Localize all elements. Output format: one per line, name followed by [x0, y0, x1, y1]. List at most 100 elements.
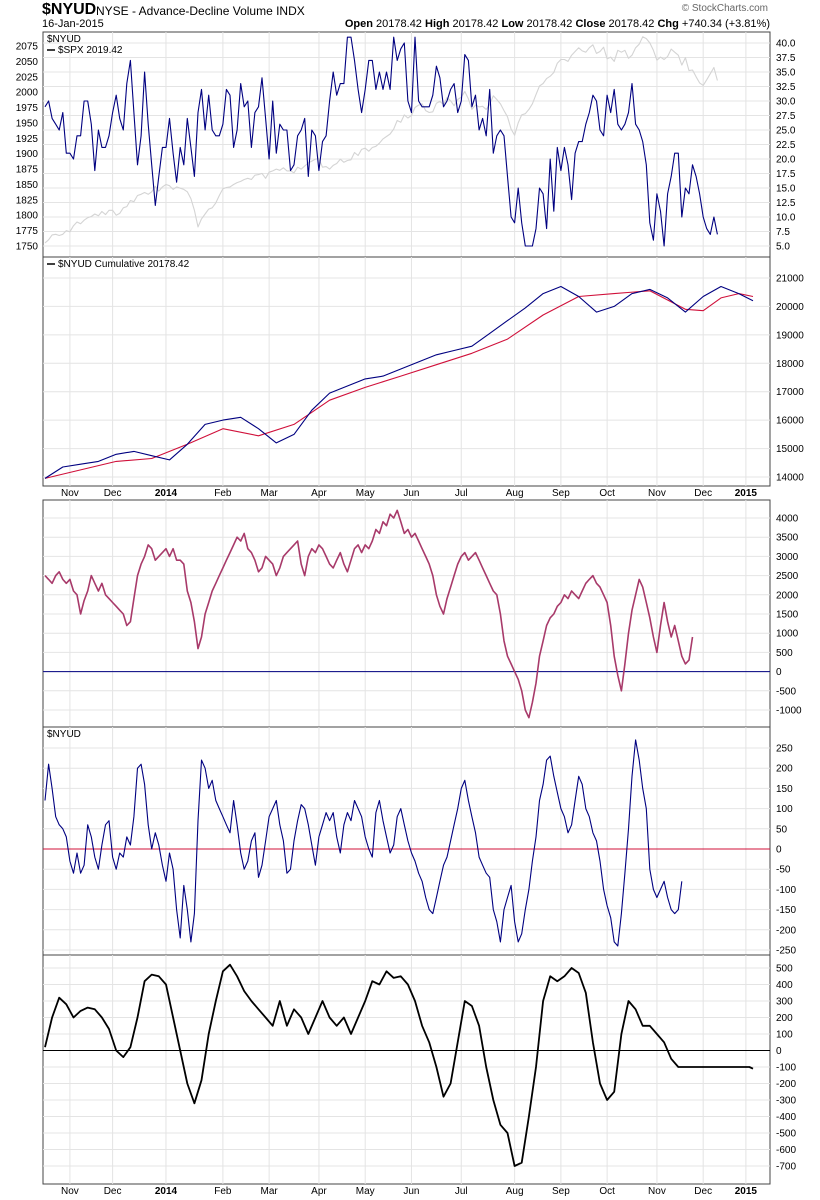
right-tick-label: 15.0 — [776, 184, 796, 195]
series-line--nyud-cumulative — [44, 285, 754, 479]
right-tick-label: 40.0 — [776, 39, 796, 50]
close-value: 20178.42 — [608, 18, 655, 30]
right-tick-label: 14000 — [776, 473, 804, 484]
x-tick-label: 2014 — [155, 488, 178, 499]
right-tick-label: -500 — [776, 1129, 796, 1140]
right-tick-label: 16000 — [776, 416, 804, 427]
x-tick-label: Nov — [648, 1186, 666, 1197]
right-tick-label: 30.0 — [776, 97, 796, 108]
x-tick-label: 2015 — [735, 1186, 758, 1197]
legend-label: $NYUD — [47, 34, 81, 45]
x-tick-label: Apr — [311, 1186, 327, 1197]
right-tick-label: -300 — [776, 1096, 796, 1107]
right-tick-label: 250 — [776, 744, 793, 755]
close-label: Close — [575, 18, 606, 30]
ohlc-readout: Open 20178.42 High 20178.42 Low 20178.42… — [345, 18, 770, 30]
x-tick-label: Feb — [214, 1186, 232, 1197]
right-tick-label: -100 — [776, 1063, 796, 1074]
x-tick-label: Dec — [104, 1186, 122, 1197]
left-tick-label: 2025 — [16, 72, 39, 83]
series-line-ma — [44, 290, 754, 479]
right-tick-label: 2000 — [776, 590, 799, 601]
right-tick-label: 17.5 — [776, 169, 796, 180]
right-tick-label: -1000 — [776, 706, 802, 717]
left-tick-label: 2075 — [16, 42, 39, 53]
right-tick-label: -200 — [776, 925, 796, 936]
high-value: 20178.42 — [452, 18, 499, 30]
x-tick-label: Dec — [694, 488, 712, 499]
right-tick-label: 32.5 — [776, 82, 796, 93]
right-tick-label: 20.0 — [776, 155, 796, 166]
left-tick-label: 1875 — [16, 165, 39, 176]
right-tick-label: 100 — [776, 804, 793, 815]
symbol-description: NYSE - Advance-Decline Volume INDX — [96, 4, 305, 18]
x-tick-label: Nov — [61, 1186, 79, 1197]
x-tick-label: Jul — [455, 1186, 468, 1197]
right-tick-label: 10.0 — [776, 213, 796, 224]
x-tick-label: Aug — [506, 1186, 524, 1197]
x-tick-label: Nov — [648, 488, 666, 499]
x-tick-label: Sep — [552, 1186, 570, 1197]
right-tick-label: -250 — [776, 946, 796, 957]
chart-date: 16-Jan-2015 — [42, 18, 104, 30]
x-tick-label: Nov — [61, 488, 79, 499]
chg-value: +740.34 (+3.81%) — [681, 18, 770, 30]
right-tick-label: 300 — [776, 997, 793, 1008]
series-line--nyud — [44, 739, 683, 947]
right-tick-label: 3500 — [776, 533, 799, 544]
open-label: Open — [344, 18, 373, 30]
x-tick-label: Jun — [403, 1186, 419, 1197]
left-tick-label: 2050 — [16, 57, 39, 68]
right-tick-label: 35.0 — [776, 68, 796, 79]
left-tick-label: 1775 — [16, 226, 39, 237]
series-line--nyud — [44, 36, 718, 247]
right-tick-label: 20000 — [776, 302, 804, 313]
right-tick-label: 12.5 — [776, 198, 796, 209]
x-tick-label: Aug — [506, 488, 524, 499]
x-tick-label: 2015 — [735, 488, 758, 499]
x-tick-label: Dec — [694, 1186, 712, 1197]
right-tick-label: 1000 — [776, 629, 799, 640]
chart-header: $NYUD NYSE - Advance-Decline Volume INDX… — [0, 0, 820, 32]
right-tick-label: -200 — [776, 1079, 796, 1090]
left-tick-label: 1900 — [16, 149, 39, 160]
x-tick-label: 2014 — [155, 1186, 178, 1197]
panel-frame — [42, 954, 771, 1185]
right-tick-label: 7.5 — [776, 227, 790, 238]
right-tick-label: 27.5 — [776, 111, 796, 122]
x-tick-label: May — [356, 488, 375, 499]
x-tick-label: May — [356, 1186, 375, 1197]
right-tick-label: 4000 — [776, 514, 799, 525]
x-tick-label: Jul — [455, 488, 468, 499]
right-tick-label: -500 — [776, 686, 796, 697]
right-tick-label: 25.0 — [776, 126, 796, 137]
left-tick-label: 1750 — [16, 242, 39, 253]
right-tick-label: 150 — [776, 784, 793, 795]
x-tick-label: Feb — [214, 488, 232, 499]
right-tick-label: 0 — [776, 1046, 782, 1057]
legend-label: $NYUD Cumulative 20178.42 — [58, 259, 190, 270]
panel-frame — [42, 726, 771, 956]
right-tick-label: 200 — [776, 1013, 793, 1024]
left-tick-label: 1950 — [16, 118, 39, 129]
panel-frame — [42, 256, 771, 487]
symbol-title: $NYUD — [42, 1, 97, 18]
x-tick-label: Sep — [552, 488, 570, 499]
open-value: 20178.42 — [376, 18, 422, 30]
right-tick-label: 18000 — [776, 359, 804, 370]
right-tick-label: 50 — [776, 824, 788, 835]
right-tick-label: -50 — [776, 865, 791, 876]
right-tick-label: 0 — [776, 845, 782, 856]
x-tick-label: Jun — [403, 488, 419, 499]
right-tick-label: -700 — [776, 1162, 796, 1173]
right-tick-label: 19000 — [776, 330, 804, 341]
right-tick-label: 15000 — [776, 444, 804, 455]
right-tick-label: 5.0 — [776, 242, 790, 253]
high-label: High — [425, 18, 450, 30]
right-tick-label: -100 — [776, 885, 796, 896]
chg-label: Chg — [657, 18, 679, 30]
right-tick-label: 400 — [776, 980, 793, 991]
series-line--spx-2019-42 — [44, 36, 718, 244]
x-tick-label: Oct — [599, 488, 615, 499]
